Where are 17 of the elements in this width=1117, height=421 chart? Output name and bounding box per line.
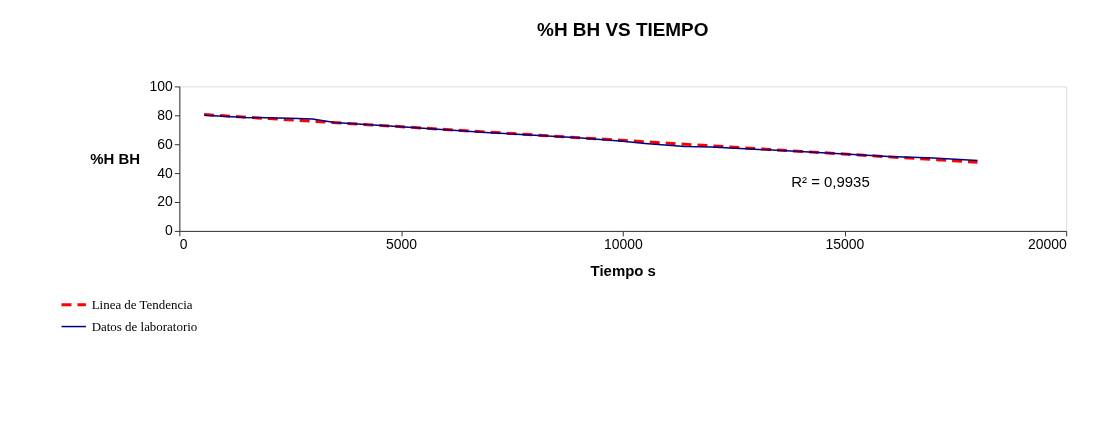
y-tick-label: 80 [157, 106, 174, 123]
x-axis-title: Tiempo s [590, 262, 656, 280]
y-tick-label: 0 [165, 222, 174, 239]
annotation: R² = 0,9935 [791, 172, 870, 190]
y-axis-title: %H BH [90, 150, 140, 168]
y-tick-label: 100 [149, 77, 174, 94]
x-tick-label: 10000 [603, 236, 643, 253]
legend-label: Datos de laboratorio [91, 318, 198, 334]
y-tick-label: 40 [157, 164, 174, 181]
x-tick-label: 0 [179, 236, 188, 253]
y-tick-label: 20 [157, 193, 174, 210]
legend-label: Linea de Tendencia [91, 296, 193, 312]
x-tick-label: 5000 [386, 236, 418, 253]
y-tick-label: 60 [157, 135, 174, 152]
x-tick-label: 20000 [1027, 236, 1067, 253]
x-tick-label: 15000 [825, 236, 865, 253]
chart-title: %H BH VS TIEMPO [537, 18, 709, 40]
